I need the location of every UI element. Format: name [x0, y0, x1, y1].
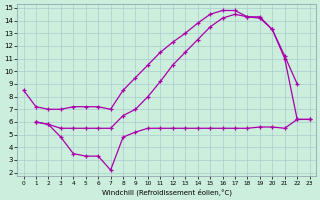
X-axis label: Windchill (Refroidissement éolien,°C): Windchill (Refroidissement éolien,°C): [101, 188, 232, 196]
